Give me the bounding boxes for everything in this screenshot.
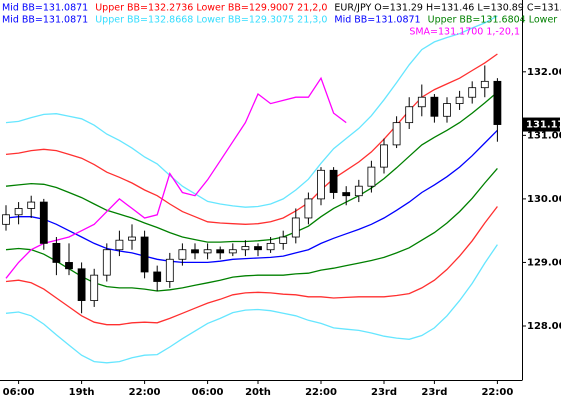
candle-body xyxy=(417,96,426,108)
candle-body xyxy=(329,169,338,193)
candle-body xyxy=(77,268,86,301)
x-tick-label: 06:00 xyxy=(3,387,35,398)
plot-area xyxy=(2,15,502,364)
indicator-label: EUR/JPY O=131.29 H=131.46 L=130.89 C=131… xyxy=(334,3,561,14)
indicator-label: Mid BB=131.0871 xyxy=(334,15,420,26)
indicator-line xyxy=(5,206,498,326)
candle-body xyxy=(405,106,414,124)
candle-body xyxy=(241,246,250,251)
candle-body xyxy=(191,249,199,254)
indicator-line xyxy=(5,15,498,208)
candle-body xyxy=(203,249,212,254)
candle-body xyxy=(443,103,451,117)
x-tick-label: 19th xyxy=(69,387,95,398)
candle-body xyxy=(380,144,388,168)
x-tick-label: 22:00 xyxy=(305,387,337,398)
y-tick-label: 130.00 xyxy=(527,194,561,205)
candle-body xyxy=(342,192,351,197)
candle-body xyxy=(468,87,477,98)
candle-body xyxy=(354,185,363,197)
candle-body xyxy=(153,271,162,282)
candle-body xyxy=(115,239,124,251)
indicator-label: Mid BB=131.0871 xyxy=(2,15,88,26)
price-label: 131.17 xyxy=(526,120,561,131)
candle-body xyxy=(304,198,313,219)
indicator-label: Mid BB=131.0871 xyxy=(2,3,88,14)
candle-body xyxy=(52,242,61,263)
candle-body xyxy=(291,217,300,238)
x-tick-label: 22:00 xyxy=(481,387,513,398)
x-tick-label: 22:00 xyxy=(129,387,161,398)
candle-body xyxy=(128,236,136,241)
candle-body xyxy=(254,246,262,251)
candle-body xyxy=(2,214,10,225)
y-tick-label: 129.00 xyxy=(527,257,561,268)
indicator-line xyxy=(5,244,498,364)
candle-body xyxy=(102,249,111,276)
candle-body xyxy=(367,166,376,187)
candle-body xyxy=(27,201,36,209)
y-tick-label: 128.00 xyxy=(527,321,561,332)
indicator-line xyxy=(5,76,347,279)
candle-body xyxy=(90,274,99,301)
candle-body xyxy=(14,208,23,216)
indicator-label: Upper BB=131.6804 Lower BB=130.4939 21,1… xyxy=(428,15,561,26)
candle-body xyxy=(228,249,237,254)
candle-body xyxy=(65,262,73,270)
indicator-line xyxy=(5,91,498,243)
x-tick-label: 20th xyxy=(245,387,271,398)
x-tick-label: 23rd xyxy=(421,387,447,398)
candle-body xyxy=(39,201,48,244)
candle-body xyxy=(216,249,225,254)
x-tick-label: 06:00 xyxy=(192,387,224,398)
indicator-label: SMA=131.1700 1,-20,1 xyxy=(409,27,520,38)
candle-body xyxy=(480,80,489,89)
candle-body xyxy=(140,236,149,273)
candle-body xyxy=(455,96,464,104)
candle-body xyxy=(317,169,325,200)
candle-body xyxy=(493,80,502,125)
indicator-label: Upper BB=132.8668 Lower BB=129.3075 21,3… xyxy=(95,15,327,26)
candle-body xyxy=(178,249,187,260)
indicator-line xyxy=(5,129,498,264)
indicator-header: Mid BB=131.0871 Upper BB=132.2736 Lower B… xyxy=(2,3,561,38)
candle-body xyxy=(266,242,275,251)
candle-body xyxy=(430,96,439,117)
price-label-box xyxy=(523,117,560,132)
candle-body xyxy=(165,258,174,282)
x-tick-label: 23rd xyxy=(371,387,397,398)
indicator-label: Upper BB=132.2736 Lower BB=129.9007 21,2… xyxy=(95,3,327,14)
y-tick-label: 132.00 xyxy=(527,67,561,78)
candle-body xyxy=(392,122,401,146)
indicator-line xyxy=(5,167,498,292)
candle-body xyxy=(279,236,288,244)
y-tick-label: 131.00 xyxy=(527,130,561,141)
indicator-line xyxy=(5,53,498,225)
